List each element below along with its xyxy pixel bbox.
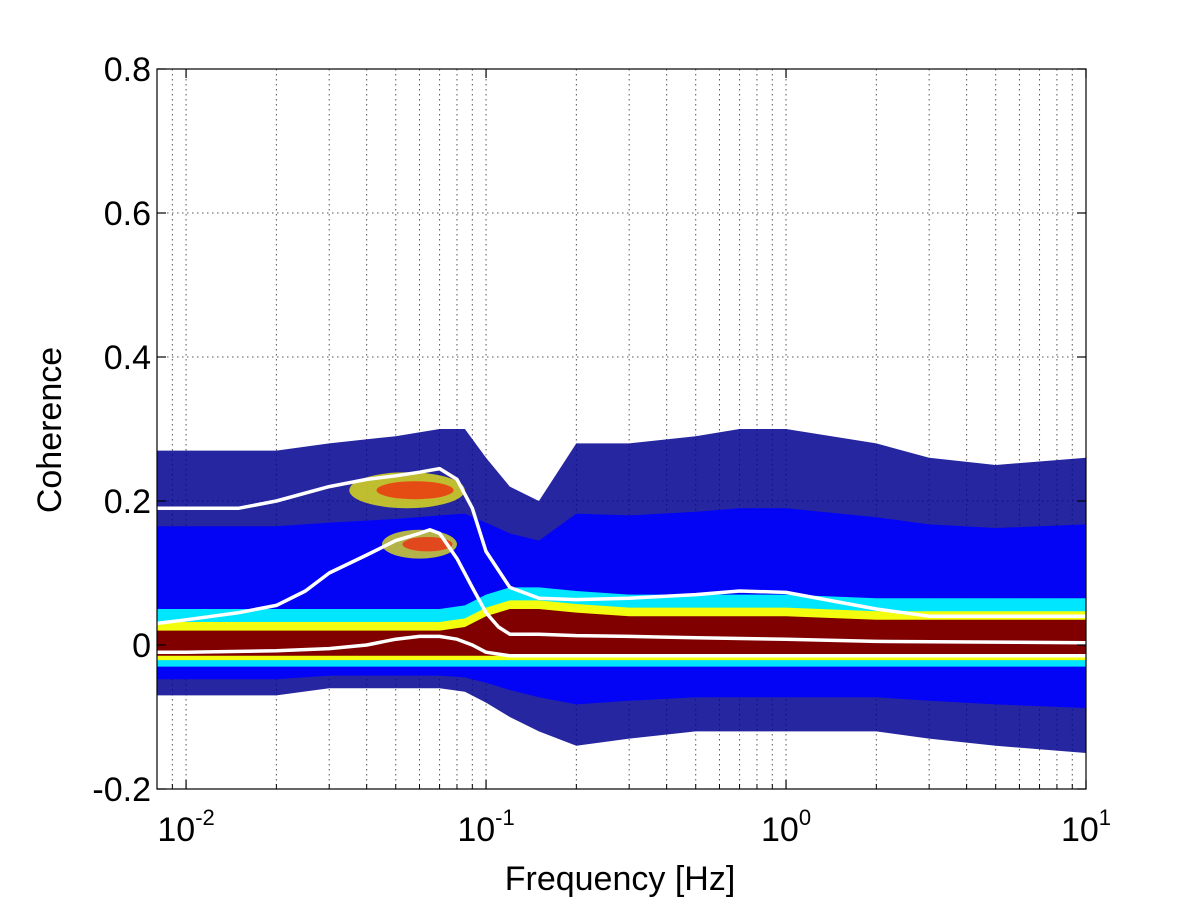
x-tick-label: 10-1 xyxy=(457,805,514,849)
density-heatmap xyxy=(157,429,1086,753)
y-tick-label: 0.2 xyxy=(104,483,151,521)
plot-frame xyxy=(156,68,1087,790)
x-tick-label: 101 xyxy=(1061,805,1111,849)
axis-ticks: 10-2 10-1 100 101 -0.2 0 0.2 0.4 0.6 0.8 xyxy=(92,51,1111,849)
y-tick-label: 0.8 xyxy=(104,51,151,89)
y-tick-label: 0.6 xyxy=(104,195,151,233)
y-axis-title: Coherence xyxy=(31,347,69,513)
series-lines xyxy=(157,466,1086,658)
x-axis-title: Frequency [Hz] xyxy=(505,860,736,898)
y-tick-label: -0.2 xyxy=(92,771,151,809)
y-tick-label: 0.4 xyxy=(104,339,151,377)
x-tick-label: 100 xyxy=(761,805,811,849)
density-hot-core xyxy=(376,481,454,500)
density-core-band xyxy=(157,609,1086,656)
x-tick-label: 10-2 xyxy=(157,805,214,849)
series-line-3 xyxy=(157,634,1086,658)
density-hot-core xyxy=(402,537,453,552)
series-line-1 xyxy=(157,466,1086,618)
series-line-2 xyxy=(157,528,1086,645)
y-tick-label: 0 xyxy=(132,627,151,665)
